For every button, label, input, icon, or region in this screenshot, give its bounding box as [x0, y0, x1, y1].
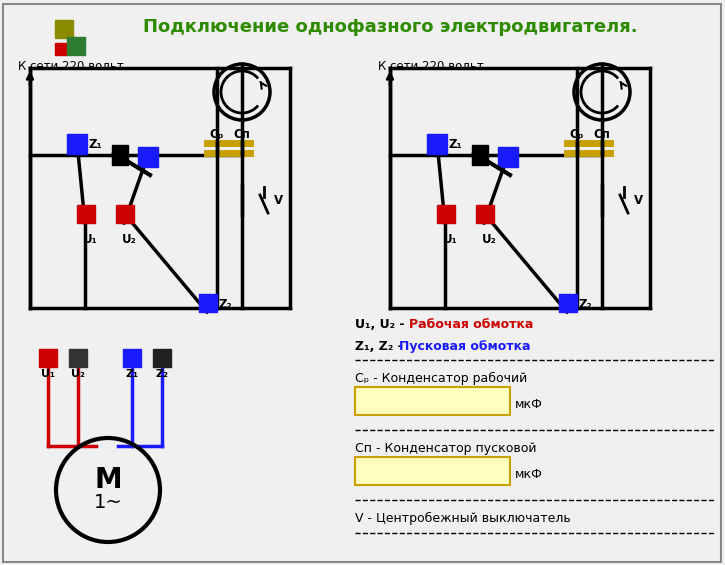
Text: M: M	[94, 466, 122, 494]
Text: Z₂: Z₂	[579, 298, 592, 311]
Text: U₁: U₁	[83, 233, 98, 246]
Text: Cₚ: Cₚ	[570, 128, 584, 141]
Text: U₂: U₂	[122, 233, 137, 246]
Bar	[67, 37, 85, 55]
Text: Z₂: Z₂	[155, 369, 168, 379]
Text: U₁, U₂ -: U₁, U₂ -	[355, 318, 409, 331]
Text: 1~: 1~	[94, 493, 123, 511]
Bar	[559, 294, 577, 312]
Text: К сети 220 вольт: К сети 220 вольт	[378, 60, 484, 73]
Text: Cₚ - Конденсатор рабочий: Cₚ - Конденсатор рабочий	[355, 372, 527, 385]
Text: К сети 220 вольт: К сети 220 вольт	[18, 60, 124, 73]
Text: Cₚ: Cₚ	[210, 128, 224, 141]
Bar	[67, 134, 87, 154]
Text: Cп: Cп	[594, 128, 610, 141]
Text: Z₁, Z₂ -: Z₁, Z₂ -	[355, 340, 407, 353]
Bar	[55, 20, 73, 38]
Bar	[199, 294, 217, 312]
Text: V: V	[274, 193, 283, 206]
Bar	[77, 205, 95, 223]
Bar	[116, 205, 134, 223]
Text: U₁: U₁	[41, 369, 55, 379]
Bar	[472, 145, 488, 165]
Text: Z₁: Z₁	[449, 137, 463, 150]
Text: мкФ: мкФ	[515, 398, 543, 411]
Bar	[39, 349, 57, 367]
Bar	[153, 349, 171, 367]
Text: мкФ: мкФ	[515, 468, 543, 481]
Text: Z₂: Z₂	[219, 298, 233, 311]
Bar	[123, 349, 141, 367]
Bar	[427, 134, 447, 154]
Text: Z₁: Z₁	[125, 369, 138, 379]
Text: U₂: U₂	[482, 233, 497, 246]
Text: Подключение однофазного электродвигателя.: Подключение однофазного электродвигателя…	[143, 18, 637, 36]
Bar	[498, 147, 518, 167]
Bar	[355, 457, 510, 485]
Text: Cп - Конденсатор пусковой: Cп - Конденсатор пусковой	[355, 442, 536, 455]
Text: Cп: Cп	[233, 128, 250, 141]
Text: Z₁: Z₁	[89, 137, 103, 150]
Text: Пусковая обмотка: Пусковая обмотка	[399, 340, 531, 353]
Bar	[355, 387, 510, 415]
Bar	[476, 205, 494, 223]
Bar	[437, 205, 455, 223]
Text: V - Центробежный выключатель: V - Центробежный выключатель	[355, 512, 571, 525]
Bar	[112, 145, 128, 165]
Bar	[55, 43, 67, 55]
Text: V: V	[634, 193, 643, 206]
Text: U₂: U₂	[71, 369, 85, 379]
Text: U₁: U₁	[443, 233, 457, 246]
Bar	[138, 147, 158, 167]
Bar	[69, 349, 87, 367]
Text: Рабочая обмотка: Рабочая обмотка	[409, 318, 534, 331]
